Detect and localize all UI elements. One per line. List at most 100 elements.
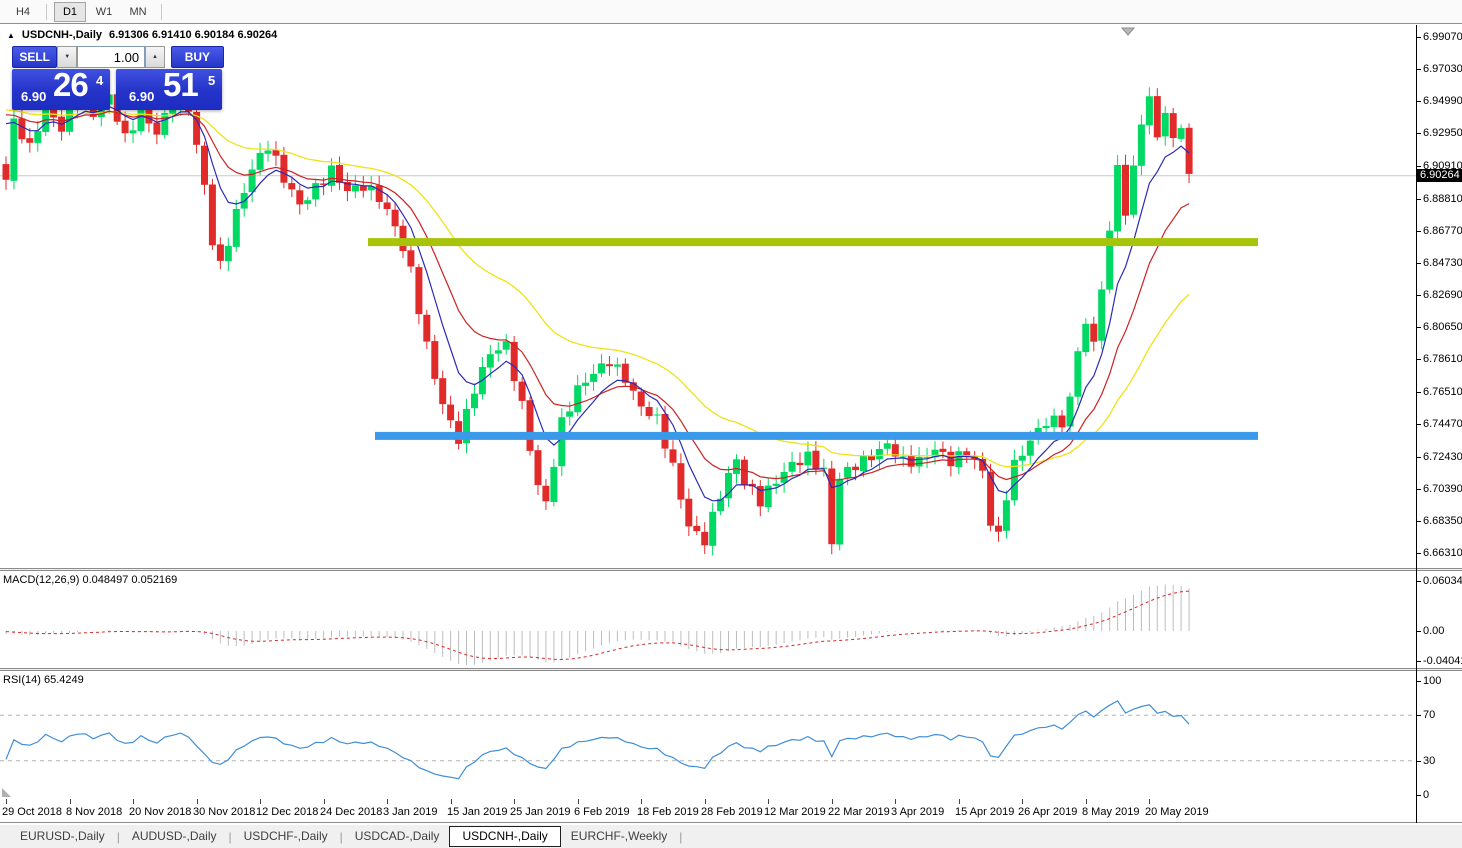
tab-eurusd-daily[interactable]: EURUSD-,Daily	[20, 829, 105, 843]
toolbar-separator	[46, 3, 47, 20]
price-axis[interactable]: 6.99070 6.97030 6.94990 6.92950 6.90910 6.888…	[1417, 25, 1462, 568]
arrow-up-icon: ▲	[151, 54, 158, 60]
support-line[interactable]	[375, 431, 1258, 440]
date-axis-label: 12 Dec 2018	[256, 806, 319, 818]
price-axis-label: 6.68350	[1423, 515, 1462, 527]
price-axis-tick	[1417, 101, 1421, 102]
chart-tab-bar: EURUSD-,Daily | AUDUSD-,Daily | USDCHF-,Dail…	[0, 825, 1462, 848]
price-axis-tick	[1417, 37, 1421, 38]
price-axis-tick	[1417, 166, 1421, 167]
date-axis-tick	[832, 799, 833, 804]
macd-axis-tick	[1417, 581, 1421, 582]
volume-increase-button[interactable]: ▲	[145, 46, 165, 68]
price-axis-label: 6.84730	[1423, 257, 1462, 269]
buy-price-box[interactable]: 6.90 51 5	[116, 66, 222, 110]
date-axis-label: 29 Oct 2018	[2, 806, 62, 818]
rsi-indicator-pane[interactable]: RSI(14) 65.4249	[0, 671, 1416, 799]
resistance-line[interactable]	[368, 238, 1258, 247]
date-axis-tick	[197, 799, 198, 804]
toolbar-separator	[161, 3, 162, 20]
macd-axis-label: 0.00	[1423, 625, 1445, 637]
tab-usdchf-daily[interactable]: USDCHF-,Daily	[243, 829, 328, 843]
rsi-axis-label: 0	[1423, 789, 1430, 801]
price-axis-label: 6.82690	[1423, 289, 1462, 301]
price-axis-label: 6.78610	[1423, 353, 1462, 365]
price-axis-label: 6.66310	[1423, 547, 1462, 559]
price-axis-label: 6.94990	[1423, 95, 1462, 107]
tab-eurchf-weekly[interactable]: EURCHF-,Weekly	[570, 829, 668, 843]
buy-button[interactable]: BUY	[170, 46, 224, 68]
timeframe-button-w1[interactable]: W1	[95, 5, 113, 18]
scroll-to-end-marker	[1120, 27, 1136, 36]
macd-label: MACD(12,26,9) 0.048497 0.052169	[3, 574, 178, 586]
sell-price-sup: 4	[96, 73, 104, 88]
date-axis-label: 15 Jan 2019	[447, 806, 508, 818]
price-axis-tick	[1417, 69, 1421, 70]
date-axis-label: 12 Mar 2019	[764, 806, 826, 818]
date-axis-tick	[895, 799, 896, 804]
price-axis-label: 6.86770	[1423, 225, 1462, 237]
date-axis-label: 30 Nov 2018	[193, 806, 256, 818]
tab-usdcad-daily[interactable]: USDCAD-,Daily	[354, 829, 440, 843]
pane-resize-grip[interactable]	[2, 788, 11, 797]
tab-separator: |	[228, 829, 232, 844]
macd-axis-label: -0.040415	[1423, 655, 1462, 667]
pane-separator[interactable]	[0, 668, 1462, 671]
buy-price-sup: 5	[208, 73, 216, 88]
timeframe-button-d1[interactable]: D1	[54, 1, 86, 22]
macd-axis: 0.060342 0.00 -0.040415	[1417, 571, 1462, 668]
date-axis-label: 20 May 2019	[1145, 806, 1209, 818]
date-axis-label: 26 Apr 2019	[1018, 806, 1078, 818]
sell-price-box[interactable]: 6.90 26 4	[12, 66, 110, 110]
date-axis-tick	[641, 799, 642, 804]
macd-axis-tick	[1417, 661, 1421, 662]
volume-input[interactable]	[77, 46, 146, 68]
price-axis-tick	[1417, 327, 1421, 328]
macd-indicator-pane[interactable]: MACD(12,26,9) 0.048497 0.052169	[0, 571, 1416, 668]
price-chart-pane[interactable]: ▲ USDCNH-,Daily 6.91306 6.91410 6.90184 …	[0, 25, 1416, 568]
macd-chart[interactable]	[0, 571, 1416, 668]
rsi-axis: 100 70 30 0	[1417, 671, 1462, 801]
rsi-chart[interactable]	[0, 671, 1416, 799]
rsi-label: RSI(14) 65.4249	[3, 674, 84, 686]
chart-title: ▲ USDCNH-,Daily 6.91306 6.91410 6.90184 …	[7, 29, 277, 41]
date-axis-label: 28 Feb 2019	[701, 806, 763, 818]
date-axis-label: 3 Apr 2019	[891, 806, 945, 818]
date-axis-tick	[1086, 799, 1087, 804]
date-axis-tick	[768, 799, 769, 804]
current-price-tag: 6.90264	[1417, 169, 1462, 182]
tab-audusd-daily[interactable]: AUDUSD-,Daily	[131, 829, 217, 843]
date-axis-tick	[705, 799, 706, 804]
sell-price-big: 26	[53, 66, 89, 103]
tab-usdcnh-daily[interactable]: USDCNH-,Daily	[449, 826, 561, 847]
date-axis-tick	[387, 799, 388, 804]
rsi-axis-label: 100	[1423, 675, 1442, 687]
date-axis-tick	[70, 799, 71, 804]
date-axis-tick	[133, 799, 134, 804]
date-axis[interactable]: 29 Oct 2018 8 Nov 2018 20 Nov 2018 30 Nov 2…	[0, 799, 1462, 823]
rsi-axis-tick	[1417, 681, 1421, 682]
date-axis-label: 20 Nov 2018	[129, 806, 192, 818]
sell-price-prefix: 6.90	[21, 89, 47, 104]
price-axis-label: 6.70390	[1423, 483, 1462, 495]
timeframe-button-h4[interactable]: H4	[15, 5, 31, 18]
date-axis-label: 18 Feb 2019	[637, 806, 699, 818]
price-axis-label: 6.72430	[1423, 451, 1462, 463]
price-axis-label: 6.97030	[1423, 63, 1462, 75]
buy-price-prefix: 6.90	[129, 89, 155, 104]
timeframe-button-mn[interactable]: MN	[129, 5, 147, 18]
price-chart[interactable]	[0, 25, 1416, 568]
price-axis-tick	[1417, 521, 1421, 522]
price-axis-label: 6.99070	[1423, 31, 1462, 43]
date-axis-tick	[6, 799, 7, 804]
ohlc-values: 6.91306 6.91410 6.90184 6.90264	[109, 29, 278, 41]
date-axis-label: 6 Feb 2019	[574, 806, 630, 818]
price-axis-tick	[1417, 359, 1421, 360]
price-axis-label: 6.88810	[1423, 193, 1462, 205]
sell-button[interactable]: SELL	[12, 46, 58, 68]
collapse-panel-icon[interactable]: ▲	[7, 30, 15, 40]
price-axis-label: 6.92950	[1423, 127, 1462, 139]
pane-separator[interactable]	[0, 568, 1462, 571]
volume-decrease-button[interactable]: ▼	[57, 46, 78, 68]
date-axis-label: 22 Mar 2019	[828, 806, 890, 818]
